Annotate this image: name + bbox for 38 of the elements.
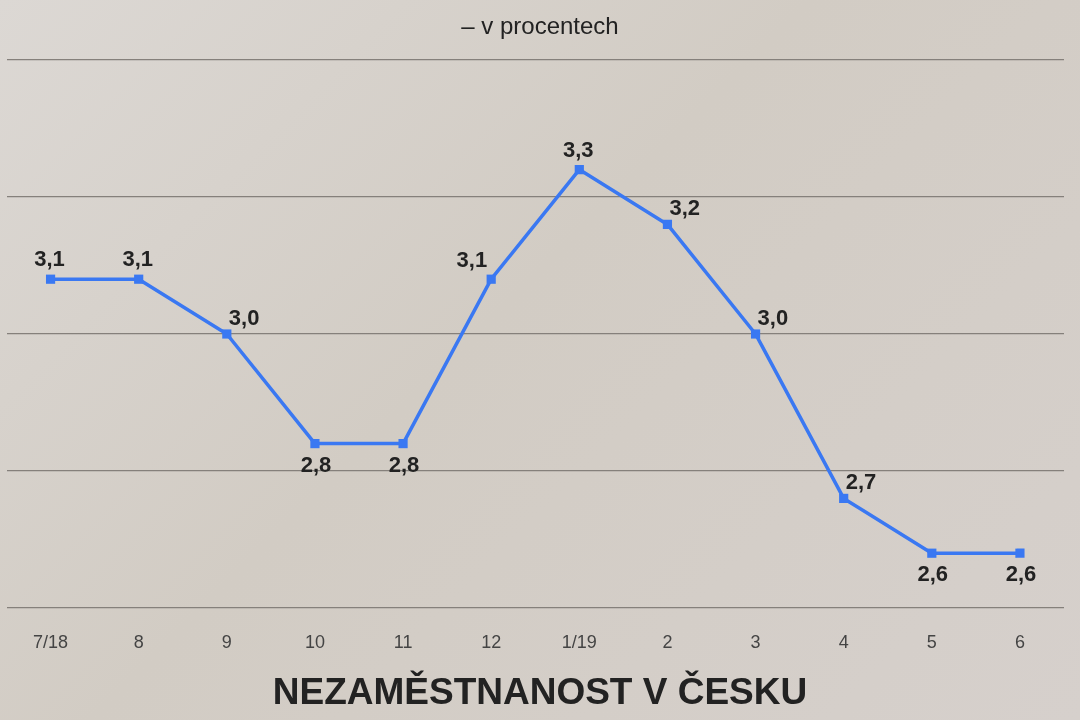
data-label: 3,1 (34, 246, 65, 272)
point (750, 329, 761, 339)
data-label: 2,8 (300, 451, 332, 477)
x-tick-label: 9 (221, 631, 232, 652)
point (310, 439, 320, 449)
data-label: 2,6 (917, 561, 949, 587)
data-label: 3,0 (757, 305, 789, 330)
data-label: 3,2 (669, 195, 701, 221)
point (134, 274, 144, 284)
x-tick-label: 7/18 (33, 631, 69, 652)
chart-subtitle: – v procentech (460, 11, 620, 41)
data-label: 3,1 (456, 247, 488, 273)
data-label: 2,6 (1005, 561, 1037, 587)
x-tick-label: 4 (838, 631, 849, 652)
x-tick-label: 3 (750, 631, 761, 652)
x-tick-label: 11 (393, 631, 413, 652)
point (45, 274, 56, 284)
point (662, 219, 673, 229)
data-label: 2,8 (388, 451, 420, 477)
point (1015, 548, 1025, 558)
x-tick-label: 8 (133, 631, 144, 652)
data-label: 3,1 (122, 246, 153, 272)
point (486, 274, 496, 284)
x-tick-label: 10 (304, 631, 325, 652)
data-label: 2,7 (845, 469, 877, 495)
point (398, 439, 408, 449)
point (927, 548, 937, 558)
point (222, 329, 232, 339)
point (574, 165, 584, 175)
x-tick-label: 12 (481, 631, 502, 652)
data-label: 3,3 (563, 136, 594, 162)
x-tick-label: 2 (662, 631, 673, 652)
text: NEZAMĚSTNANOST V ČESKU (271, 670, 809, 714)
point (839, 493, 849, 503)
x-tick-label: 5 (926, 631, 937, 652)
x-tick-label: 6 (1014, 631, 1025, 652)
data-label: 3,0 (228, 305, 260, 330)
x-tick-label: 1/19 (561, 631, 597, 652)
